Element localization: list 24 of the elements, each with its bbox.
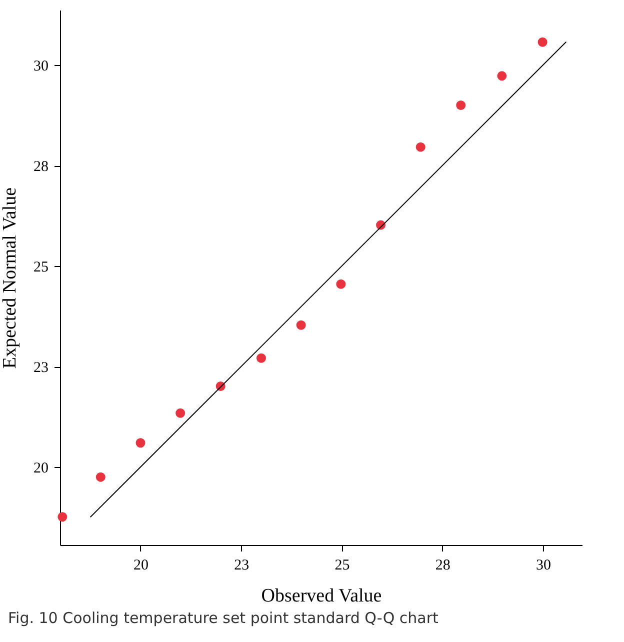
x-tick-label: 30 (536, 558, 551, 574)
point (136, 438, 146, 448)
x-tick-label: 20 (133, 558, 148, 574)
x-tick-label: 28 (435, 558, 450, 574)
point (176, 408, 186, 418)
point (538, 37, 548, 47)
point (96, 472, 106, 482)
point (416, 142, 426, 152)
y-tick-label: 28 (34, 159, 48, 176)
point (296, 320, 306, 330)
point (497, 71, 507, 81)
point (336, 279, 346, 289)
y-axis-title: Expected Normal Value (0, 187, 20, 369)
point (456, 100, 466, 110)
x-tick-label: 23 (234, 558, 250, 574)
x-axis-title: Observed Value (261, 586, 382, 606)
y-tick-label: 30 (34, 58, 48, 75)
point (58, 512, 68, 522)
y-tick-label: 20 (34, 460, 48, 477)
y-tick-label: 23 (34, 360, 48, 376)
x-tick-label: 25 (334, 558, 350, 574)
point (256, 353, 266, 363)
y-tick-label: 25 (34, 260, 48, 276)
caption: Fig. 10 Cooling temperature set point standard Q-Q chart (7, 608, 440, 627)
